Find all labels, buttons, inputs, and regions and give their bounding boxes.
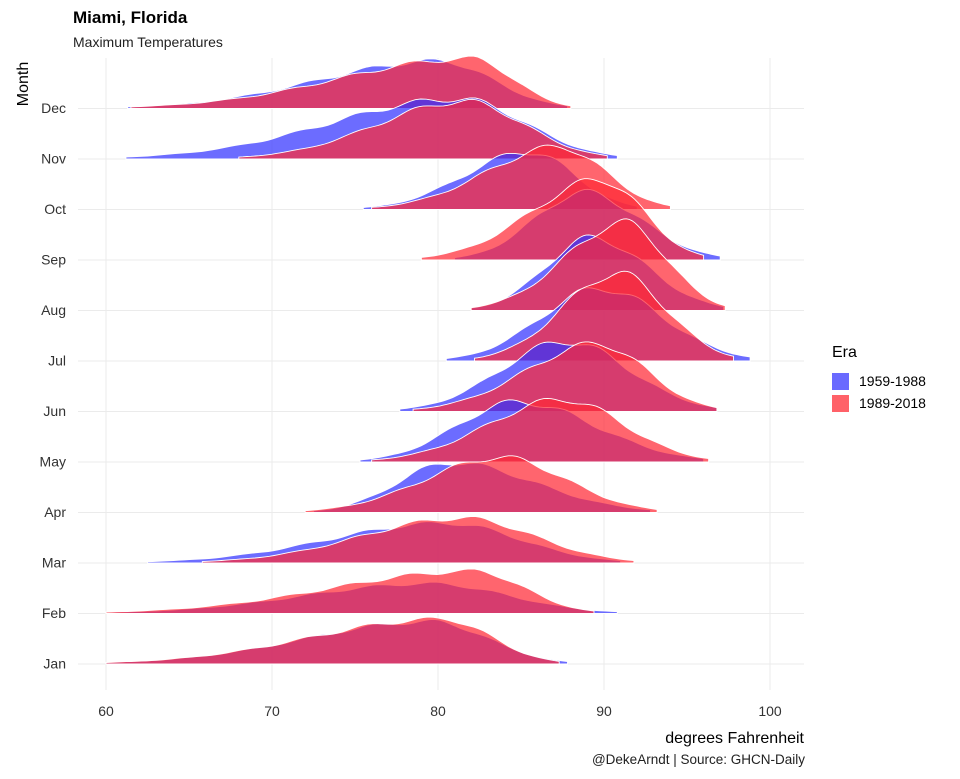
legend-label-1959-1988: 1959-1988	[859, 373, 926, 389]
ridge-jan-1989-2018	[105, 616, 560, 665]
y-tick-jun: Jun	[43, 403, 66, 419]
legend-swatch-1989-2018	[832, 394, 849, 412]
x-axis-title: degrees Fahrenheit	[665, 730, 804, 747]
y-axis-title: Month	[15, 62, 32, 106]
legend: Era 1959-1988 1989-2018	[832, 344, 926, 414]
legend-item-1989-2018: 1989-2018	[832, 392, 926, 414]
ridge-aug-1989-2018	[470, 218, 726, 311]
legend-item-1959-1988: 1959-1988	[832, 370, 926, 392]
legend-swatch-1959-1988	[832, 372, 849, 390]
x-axis-ticks: 60 70 80 90 100	[98, 703, 782, 719]
chart-subtitle: Maximum Temperatures	[73, 34, 223, 50]
y-tick-feb: Feb	[42, 605, 66, 621]
x-tick-60: 60	[98, 703, 114, 719]
y-tick-sep: Sep	[41, 252, 66, 268]
y-tick-oct: Oct	[44, 201, 66, 217]
legend-label-1989-2018: 1989-2018	[859, 395, 926, 411]
caption: @DekeArndt | Source: GHCN-Daily	[591, 752, 805, 767]
legend-title: Era	[832, 344, 857, 361]
y-tick-dec: Dec	[41, 100, 66, 116]
ridge-dec-1989-2018	[130, 55, 572, 109]
ridge-jul-1989-2018	[474, 270, 734, 362]
ridge-mar-1989-2018	[201, 516, 635, 564]
y-axis-ticks: Jan Feb Mar Apr May Jun Jul Aug Sep Oct Nov Dec	[40, 100, 67, 672]
y-tick-apr: Apr	[44, 504, 66, 520]
x-tick-80: 80	[430, 703, 446, 719]
y-tick-aug: Aug	[41, 302, 66, 318]
y-tick-nov: Nov	[41, 151, 66, 167]
ridge-apr-1989-2018	[304, 455, 658, 513]
chart-title: Miami, Florida	[73, 8, 188, 27]
ridge-jun-1989-2018	[412, 341, 718, 412]
x-tick-100: 100	[758, 703, 782, 719]
ridge-nov-1989-2018	[238, 98, 608, 160]
ridges	[105, 55, 751, 665]
ridge-may-1989-2018	[371, 397, 710, 463]
x-tick-70: 70	[264, 703, 280, 719]
y-tick-jan: Jan	[43, 656, 66, 672]
y-tick-jul: Jul	[48, 353, 66, 369]
y-tick-may: May	[40, 454, 66, 470]
y-tick-mar: Mar	[42, 555, 66, 571]
ridge-feb-1989-2018	[105, 568, 595, 614]
x-tick-90: 90	[596, 703, 612, 719]
